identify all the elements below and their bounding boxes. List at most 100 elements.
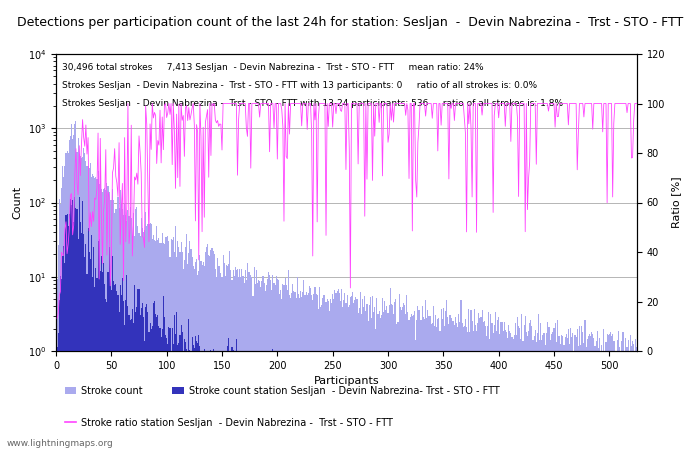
- Bar: [71, 205, 72, 450]
- Bar: [526, 332, 527, 450]
- Bar: [354, 300, 356, 450]
- Bar: [214, 351, 215, 450]
- Bar: [141, 308, 142, 450]
- Bar: [216, 277, 217, 450]
- Bar: [216, 351, 217, 450]
- Bar: [372, 351, 373, 450]
- Bar: [507, 338, 508, 450]
- Bar: [61, 188, 62, 450]
- Bar: [162, 233, 163, 450]
- Bar: [477, 351, 478, 450]
- Bar: [578, 346, 579, 450]
- Bar: [531, 351, 533, 450]
- Bar: [583, 351, 584, 450]
- Bar: [496, 331, 497, 450]
- Bar: [424, 320, 425, 450]
- Bar: [269, 275, 270, 450]
- Bar: [613, 351, 615, 450]
- Bar: [197, 343, 198, 450]
- Bar: [76, 152, 78, 450]
- Bar: [516, 335, 517, 450]
- Bar: [200, 261, 202, 450]
- Bar: [633, 344, 634, 450]
- Bar: [86, 166, 88, 450]
- Bar: [464, 351, 465, 450]
- Bar: [625, 351, 626, 450]
- Bar: [610, 332, 611, 450]
- Bar: [482, 323, 484, 450]
- Bar: [480, 351, 482, 450]
- Bar: [134, 285, 135, 450]
- Bar: [271, 351, 272, 450]
- Bar: [374, 351, 375, 450]
- Bar: [60, 204, 61, 450]
- Bar: [554, 351, 556, 450]
- Bar: [57, 333, 59, 450]
- Bar: [619, 347, 620, 450]
- Bar: [467, 332, 468, 450]
- Bar: [314, 351, 316, 450]
- Bar: [207, 351, 208, 450]
- Bar: [153, 303, 154, 450]
- Bar: [390, 351, 391, 450]
- Bar: [167, 344, 168, 450]
- Bar: [249, 351, 250, 450]
- Bar: [90, 259, 91, 450]
- Bar: [143, 317, 144, 450]
- Bar: [403, 303, 404, 450]
- Bar: [188, 319, 190, 450]
- Bar: [106, 302, 108, 450]
- Bar: [346, 295, 348, 450]
- Bar: [556, 342, 557, 450]
- Bar: [564, 337, 566, 450]
- Bar: [136, 207, 137, 450]
- Bar: [144, 230, 145, 450]
- Bar: [473, 331, 474, 450]
- Bar: [385, 351, 386, 450]
- Bar: [545, 345, 546, 450]
- Bar: [370, 351, 371, 450]
- Bar: [370, 297, 371, 450]
- Bar: [346, 351, 348, 450]
- Bar: [116, 209, 118, 450]
- Bar: [145, 212, 146, 450]
- Text: Detections per participation count of the last 24h for station: Sesljan  -  Devi: Detections per participation count of th…: [17, 16, 683, 29]
- Bar: [620, 351, 621, 450]
- Bar: [196, 259, 197, 450]
- Bar: [459, 322, 461, 450]
- Bar: [217, 257, 218, 450]
- Bar: [558, 337, 559, 450]
- Bar: [413, 315, 414, 450]
- Bar: [150, 224, 152, 450]
- Bar: [104, 188, 105, 450]
- Bar: [219, 351, 220, 450]
- Bar: [393, 351, 394, 450]
- Bar: [125, 215, 126, 450]
- Bar: [287, 351, 288, 450]
- Bar: [508, 324, 509, 450]
- Bar: [383, 351, 384, 450]
- Bar: [196, 341, 197, 450]
- Bar: [268, 272, 269, 450]
- Bar: [278, 280, 279, 450]
- Bar: [311, 351, 312, 450]
- Bar: [190, 249, 192, 450]
- Bar: [316, 295, 318, 450]
- Bar: [491, 351, 493, 450]
- Bar: [528, 351, 529, 450]
- Bar: [84, 256, 85, 450]
- Bar: [253, 267, 255, 450]
- Bar: [579, 326, 580, 450]
- Bar: [496, 351, 497, 450]
- Bar: [81, 158, 82, 450]
- Bar: [122, 209, 123, 450]
- Bar: [131, 218, 132, 450]
- Bar: [543, 333, 545, 450]
- Bar: [548, 327, 549, 450]
- Bar: [62, 256, 63, 450]
- Bar: [220, 351, 221, 450]
- Bar: [500, 322, 501, 450]
- Bar: [297, 351, 298, 450]
- Bar: [101, 256, 102, 450]
- Bar: [433, 306, 434, 450]
